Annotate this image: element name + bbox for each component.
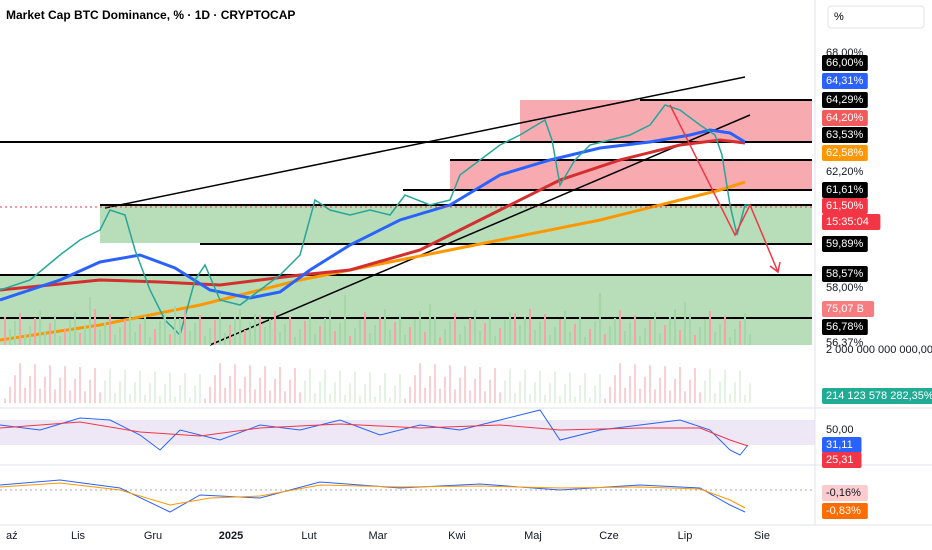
time-label: Lip xyxy=(678,530,693,542)
axis-label: 56,37% xyxy=(826,337,864,349)
time-label: Lut xyxy=(301,530,316,542)
time-label: Kwi xyxy=(448,530,466,542)
time-label: Cze xyxy=(599,530,619,542)
projection-arrow xyxy=(669,104,779,273)
macd-signal xyxy=(0,482,746,509)
axis-badge xyxy=(822,92,868,108)
axis-label: 66,00% xyxy=(826,57,864,69)
rsi-ma xyxy=(0,421,749,447)
axis-badge xyxy=(822,127,868,143)
axis-badge xyxy=(822,55,868,71)
time-label: Gru xyxy=(144,530,162,542)
axis-label: -0,16% xyxy=(826,487,861,499)
moving-averages xyxy=(0,128,746,342)
axis-badge xyxy=(822,73,868,89)
axis-badge xyxy=(822,503,868,519)
arrow-head xyxy=(769,261,781,274)
axis-label: 63,53% xyxy=(826,129,864,141)
time-label: 2025 xyxy=(219,530,243,542)
axis-label: 56,78% xyxy=(826,321,864,333)
axis-badge xyxy=(822,182,868,198)
time-label: Lis xyxy=(71,530,86,542)
time-label: aź xyxy=(6,530,18,542)
axis-label: 75,07 B xyxy=(826,303,864,315)
axis-label: 61,50% xyxy=(826,200,864,212)
axis-badge xyxy=(822,214,881,230)
axis-label: 59,89% xyxy=(826,238,864,250)
axis-badge xyxy=(822,266,868,282)
axis-label: 58,57% xyxy=(826,268,864,280)
time-label: Maj xyxy=(524,530,542,542)
trendlines xyxy=(104,76,751,346)
axis-label: 62,20% xyxy=(826,166,864,178)
axis-label: 2 000 000 000 000,00% xyxy=(826,344,932,356)
axis-badge xyxy=(822,236,868,252)
axis-badge xyxy=(822,198,868,214)
volume-bars xyxy=(4,293,751,403)
axis-badge xyxy=(822,319,868,335)
axis-label: 58,00% xyxy=(826,282,864,294)
axis-label: 25,31 xyxy=(826,454,854,466)
axis-badge xyxy=(822,388,932,404)
axis-label: 50,00 xyxy=(826,424,854,436)
axis-label: 64,20% xyxy=(826,112,864,124)
axis-label: 214 123 578 282,35% xyxy=(826,390,932,402)
axis-label: 64,31% xyxy=(826,75,864,87)
axis-badge xyxy=(822,145,868,161)
scale-button-label[interactable]: % xyxy=(834,11,844,23)
axis-label: -0,83% xyxy=(826,505,861,517)
axis-label: 62,58% xyxy=(826,147,864,159)
rsi-line xyxy=(0,409,749,456)
axis-badge xyxy=(822,485,868,501)
axis-badge xyxy=(822,110,868,126)
axis-label: 15:35:04 xyxy=(826,216,869,228)
axes: 68,00%66,00%64,31%64,29%64,20%63,53%62,5… xyxy=(6,47,932,542)
chart-title: Market Cap BTC Dominance, % · 1D · CRYPT… xyxy=(6,8,295,22)
axis-badge xyxy=(822,301,875,317)
time-label: Mar xyxy=(369,530,388,542)
axis-label: 31,11 xyxy=(826,439,853,451)
axis-badge xyxy=(822,437,862,453)
scale-button[interactable] xyxy=(827,5,925,29)
levels xyxy=(0,99,812,319)
axis-label: 64,29% xyxy=(826,94,864,106)
time-label: Sie xyxy=(754,530,770,542)
axis-badge xyxy=(822,452,862,468)
axis-label: 61,61% xyxy=(826,184,864,196)
